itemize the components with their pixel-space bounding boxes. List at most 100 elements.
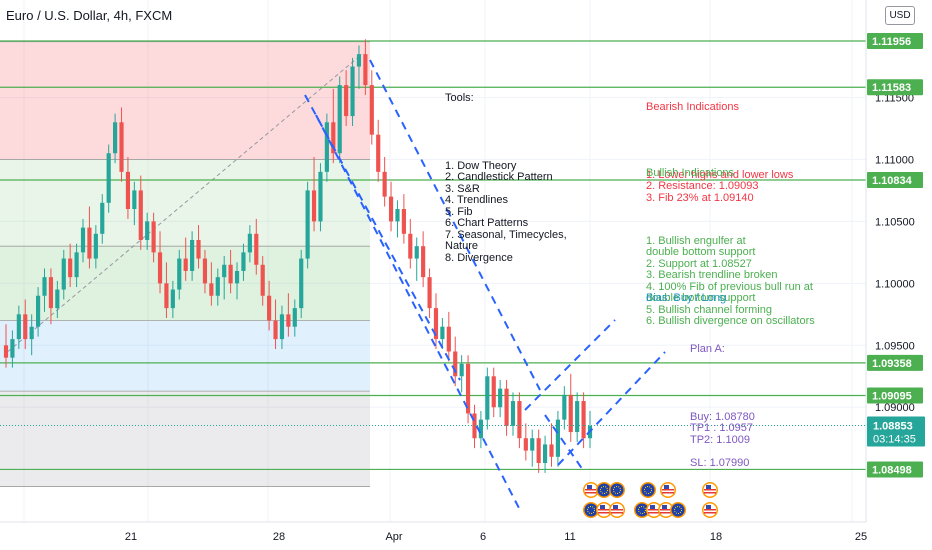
tools-item: 6. Chart Patterns	[445, 217, 529, 229]
bullish-note: Bullish Indications 1. Bullish engulfer …	[646, 145, 815, 339]
plan-item: TP2: 1.1009	[690, 433, 750, 446]
candle	[453, 336, 458, 387]
time-tick-label: 21	[125, 531, 137, 543]
tools-note: Tools: 1. Dow Theory 2. Candlestick Patte…	[445, 70, 567, 276]
candle	[190, 231, 195, 281]
us-flag-icon	[646, 502, 662, 518]
candle-body	[555, 419, 560, 457]
candle	[363, 39, 368, 96]
candle	[170, 280, 175, 319]
candle	[74, 243, 79, 288]
candle	[421, 231, 426, 288]
candle	[10, 330, 15, 368]
candle-body	[446, 326, 451, 352]
candle	[568, 373, 573, 442]
us-flag-icon	[660, 482, 676, 498]
candle-body	[254, 233, 259, 265]
candle-body	[459, 363, 464, 377]
eu-flag-icon	[609, 482, 625, 498]
candle	[55, 280, 60, 319]
economic-events-icons	[583, 482, 718, 518]
candle	[459, 355, 464, 393]
candle-body	[414, 246, 419, 259]
candle-body	[260, 264, 265, 296]
candle	[42, 268, 47, 312]
candle-body	[100, 202, 105, 234]
us-flag-icon	[596, 502, 612, 518]
bias-note: Bias: Buy / Long	[646, 292, 727, 304]
candle-body	[408, 233, 413, 259]
candle-body	[311, 190, 317, 222]
bullish-title: Bullish Indications	[646, 167, 735, 179]
candle	[555, 410, 560, 467]
price-axis: 1.11500 1.11000 1.10500 1.10000 1.09500 1.090…	[865, 0, 932, 550]
candle	[100, 194, 105, 244]
candle-body	[68, 258, 73, 278]
eu-flag-icon	[640, 482, 656, 498]
candle	[395, 200, 400, 238]
us-flag-icon	[609, 502, 625, 518]
candle-body	[485, 376, 490, 420]
currency-button[interactable]: USD	[885, 6, 915, 25]
bullish-item: 1. Bullish engulfer at	[646, 234, 746, 247]
plan-item	[690, 446, 755, 458]
candle	[427, 268, 432, 319]
candle	[440, 318, 445, 350]
candle-body	[138, 190, 143, 240]
candle-body	[55, 289, 60, 309]
candle-body	[382, 171, 387, 197]
candle-body	[498, 388, 503, 408]
bullish-item: 5. Bullish channel forming	[646, 303, 772, 316]
candle-body	[530, 438, 535, 451]
candle-body	[151, 221, 156, 253]
candle-body	[421, 246, 426, 278]
candle-body	[337, 85, 342, 154]
candle	[324, 113, 329, 182]
price-tick-label: 1.11500	[875, 92, 914, 104]
bearish-title: Bearish Indications	[646, 101, 739, 113]
plan-item: Buy: 1.08780	[690, 410, 755, 423]
plan-note: Plan A: Buy: 1.08780 TP1 : 1.0957 TP2: 1.1…	[690, 321, 755, 481]
plan-title: Plan A:	[690, 343, 725, 355]
candle-body	[80, 227, 86, 253]
candle-body	[318, 171, 323, 222]
candle	[87, 206, 92, 269]
candle-body	[3, 345, 9, 358]
candle	[401, 194, 406, 244]
candle	[183, 237, 188, 281]
price-tick-label: 1.09000	[875, 402, 915, 414]
price-level-label: 1.09358	[867, 354, 923, 371]
candle-body	[324, 122, 329, 172]
candle-body	[29, 326, 34, 340]
candle-body	[292, 308, 297, 327]
candle-body	[196, 239, 201, 259]
candle	[356, 45, 362, 89]
candle-body	[209, 283, 214, 296]
bullish-item: double bottom support	[646, 292, 756, 304]
fib-zone	[0, 41, 370, 160]
candle	[530, 429, 535, 467]
candle-body	[119, 122, 124, 172]
eu-flag-icon	[596, 482, 612, 498]
price-tick-label: 1.10500	[875, 216, 915, 228]
fib-zone	[0, 320, 370, 392]
candle-body	[581, 401, 586, 439]
candle	[465, 355, 471, 424]
time-tick-label: Apr	[385, 531, 402, 543]
candle	[369, 70, 374, 145]
candle	[29, 314, 34, 356]
candle-body	[36, 295, 41, 327]
candle	[157, 231, 163, 294]
candle	[260, 256, 265, 306]
candle	[106, 144, 111, 213]
trendline	[369, 59, 541, 391]
candle	[549, 423, 554, 467]
candle-body	[536, 438, 541, 464]
candle-body	[504, 388, 509, 426]
candle	[542, 435, 548, 473]
candle	[478, 410, 483, 449]
fib-zone	[0, 391, 370, 487]
candle-body	[299, 258, 304, 309]
us-flag-icon	[702, 502, 718, 518]
